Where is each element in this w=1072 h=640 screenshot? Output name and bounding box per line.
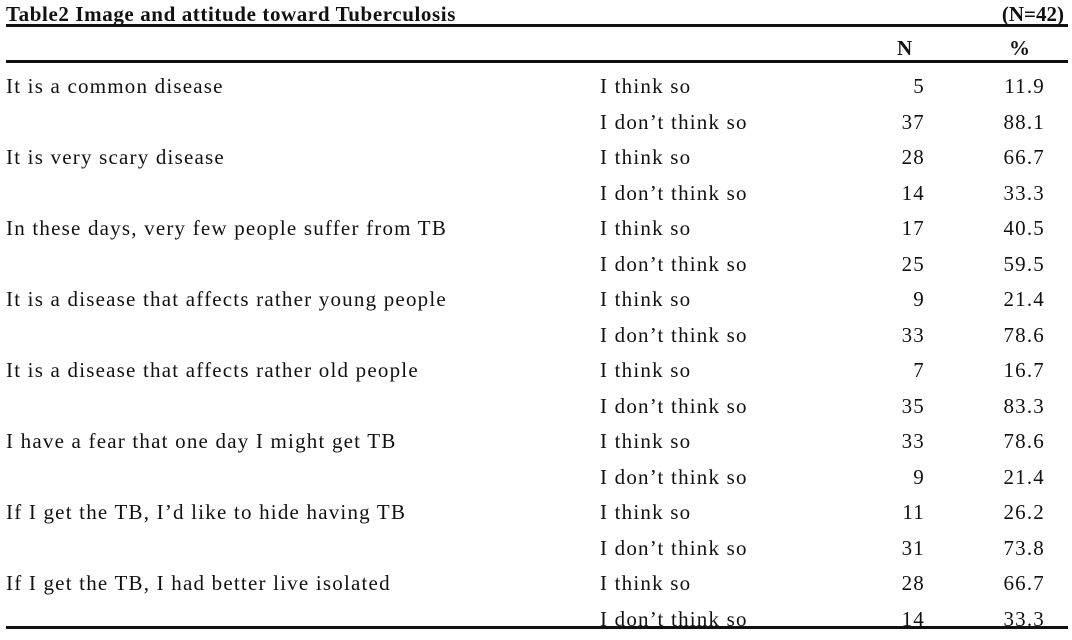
table-row: I don’t think so 14 33.3 [0, 601, 1072, 637]
row-count: 9 [913, 464, 925, 489]
row-answer: I think so [600, 74, 692, 98]
row-statement: It is a disease that affects rather youn… [6, 287, 447, 311]
row-answer: I think so [600, 145, 692, 169]
row-statement: It is very scary disease [6, 145, 225, 169]
row-answer: I don’t think so [600, 109, 748, 134]
row-count: 28 [901, 145, 925, 169]
table-row: I don’t think so 37 88.1 [0, 104, 1072, 140]
table-row: I don’t think so 33 78.6 [0, 317, 1072, 353]
table-title: Table2 Image and attitude toward Tubercu… [6, 2, 456, 26]
row-percent: 78.6 [1003, 322, 1045, 347]
row-count: 11 [902, 500, 925, 524]
row-percent: 59.5 [1003, 251, 1045, 276]
row-percent: 40.5 [1003, 216, 1045, 240]
top-rule [6, 24, 1068, 27]
row-answer: I think so [600, 358, 692, 382]
row-percent: 66.7 [1003, 571, 1045, 595]
row-answer: I don’t think so [600, 464, 748, 489]
row-count: 5 [913, 74, 925, 98]
table-row: I don’t think so 35 83.3 [0, 388, 1072, 424]
table-row: I have a fear that one day I might get T… [0, 423, 1072, 459]
column-header-n: N [897, 36, 913, 60]
row-count: 35 [901, 393, 925, 418]
row-percent: 66.7 [1003, 145, 1045, 169]
row-statement: It is a common disease [6, 74, 224, 98]
row-count: 31 [901, 535, 925, 560]
row-count: 37 [901, 109, 925, 134]
table-row: If I get the TB, I’d like to hide having… [0, 494, 1072, 530]
row-percent: 73.8 [1003, 535, 1045, 560]
row-percent: 78.6 [1003, 429, 1045, 453]
row-percent: 16.7 [1003, 358, 1045, 382]
row-count: 9 [913, 287, 925, 311]
row-percent: 88.1 [1003, 109, 1045, 134]
row-count: 7 [913, 358, 925, 382]
row-percent: 83.3 [1003, 393, 1045, 418]
header-rule [6, 60, 1068, 63]
row-answer: I don’t think so [600, 535, 748, 560]
table-row: If I get the TB, I had better live isola… [0, 565, 1072, 601]
bottom-rule [6, 626, 1068, 629]
row-answer: I don’t think so [600, 322, 748, 347]
table-body: It is a common disease I think so 5 11.9 I d… [0, 68, 1072, 636]
row-count: 25 [901, 251, 925, 276]
row-percent: 21.4 [1003, 464, 1045, 489]
table-row: I don’t think so 31 73.8 [0, 530, 1072, 566]
table-row: I don’t think so 9 21.4 [0, 459, 1072, 495]
table-row: I don’t think so 14 33.3 [0, 175, 1072, 211]
row-count: 17 [901, 216, 925, 240]
row-answer: I think so [600, 571, 692, 595]
row-answer: I don’t think so [600, 393, 748, 418]
table-row: It is a common disease I think so 5 11.9 [0, 68, 1072, 104]
row-answer: I don’t think so [600, 180, 748, 205]
table-row: In these days, very few people suffer fr… [0, 210, 1072, 246]
row-statement: It is a disease that affects rather old … [6, 358, 419, 382]
row-statement: I have a fear that one day I might get T… [6, 429, 397, 453]
row-percent: 33.3 [1003, 180, 1045, 205]
table-row: It is a disease that affects rather youn… [0, 281, 1072, 317]
row-statement: If I get the TB, I’d like to hide having… [6, 500, 407, 524]
row-answer: I think so [600, 500, 692, 524]
row-percent: 26.2 [1003, 500, 1045, 524]
sample-size-label: (N=42) [1001, 2, 1064, 26]
row-count: 14 [901, 606, 925, 631]
row-answer: I don’t think so [600, 251, 748, 276]
row-answer: I think so [600, 287, 692, 311]
row-count: 28 [901, 571, 925, 595]
table-row: It is a disease that affects rather old … [0, 352, 1072, 388]
column-header-percent: % [1009, 36, 1030, 60]
row-answer: I think so [600, 216, 692, 240]
row-statement: In these days, very few people suffer fr… [6, 216, 448, 240]
row-answer: I think so [600, 429, 692, 453]
table-title-row: Table2 Image and attitude toward Tubercu… [6, 2, 1064, 26]
row-percent: 21.4 [1003, 287, 1045, 311]
row-count: 33 [901, 322, 925, 347]
row-count: 14 [901, 180, 925, 205]
row-count: 33 [901, 429, 925, 453]
row-statement: If I get the TB, I had better live isola… [6, 571, 391, 595]
row-percent: 11.9 [1004, 74, 1045, 98]
table-row: I don’t think so 25 59.5 [0, 246, 1072, 282]
table-row: It is very scary disease I think so 28 66.7 [0, 139, 1072, 175]
